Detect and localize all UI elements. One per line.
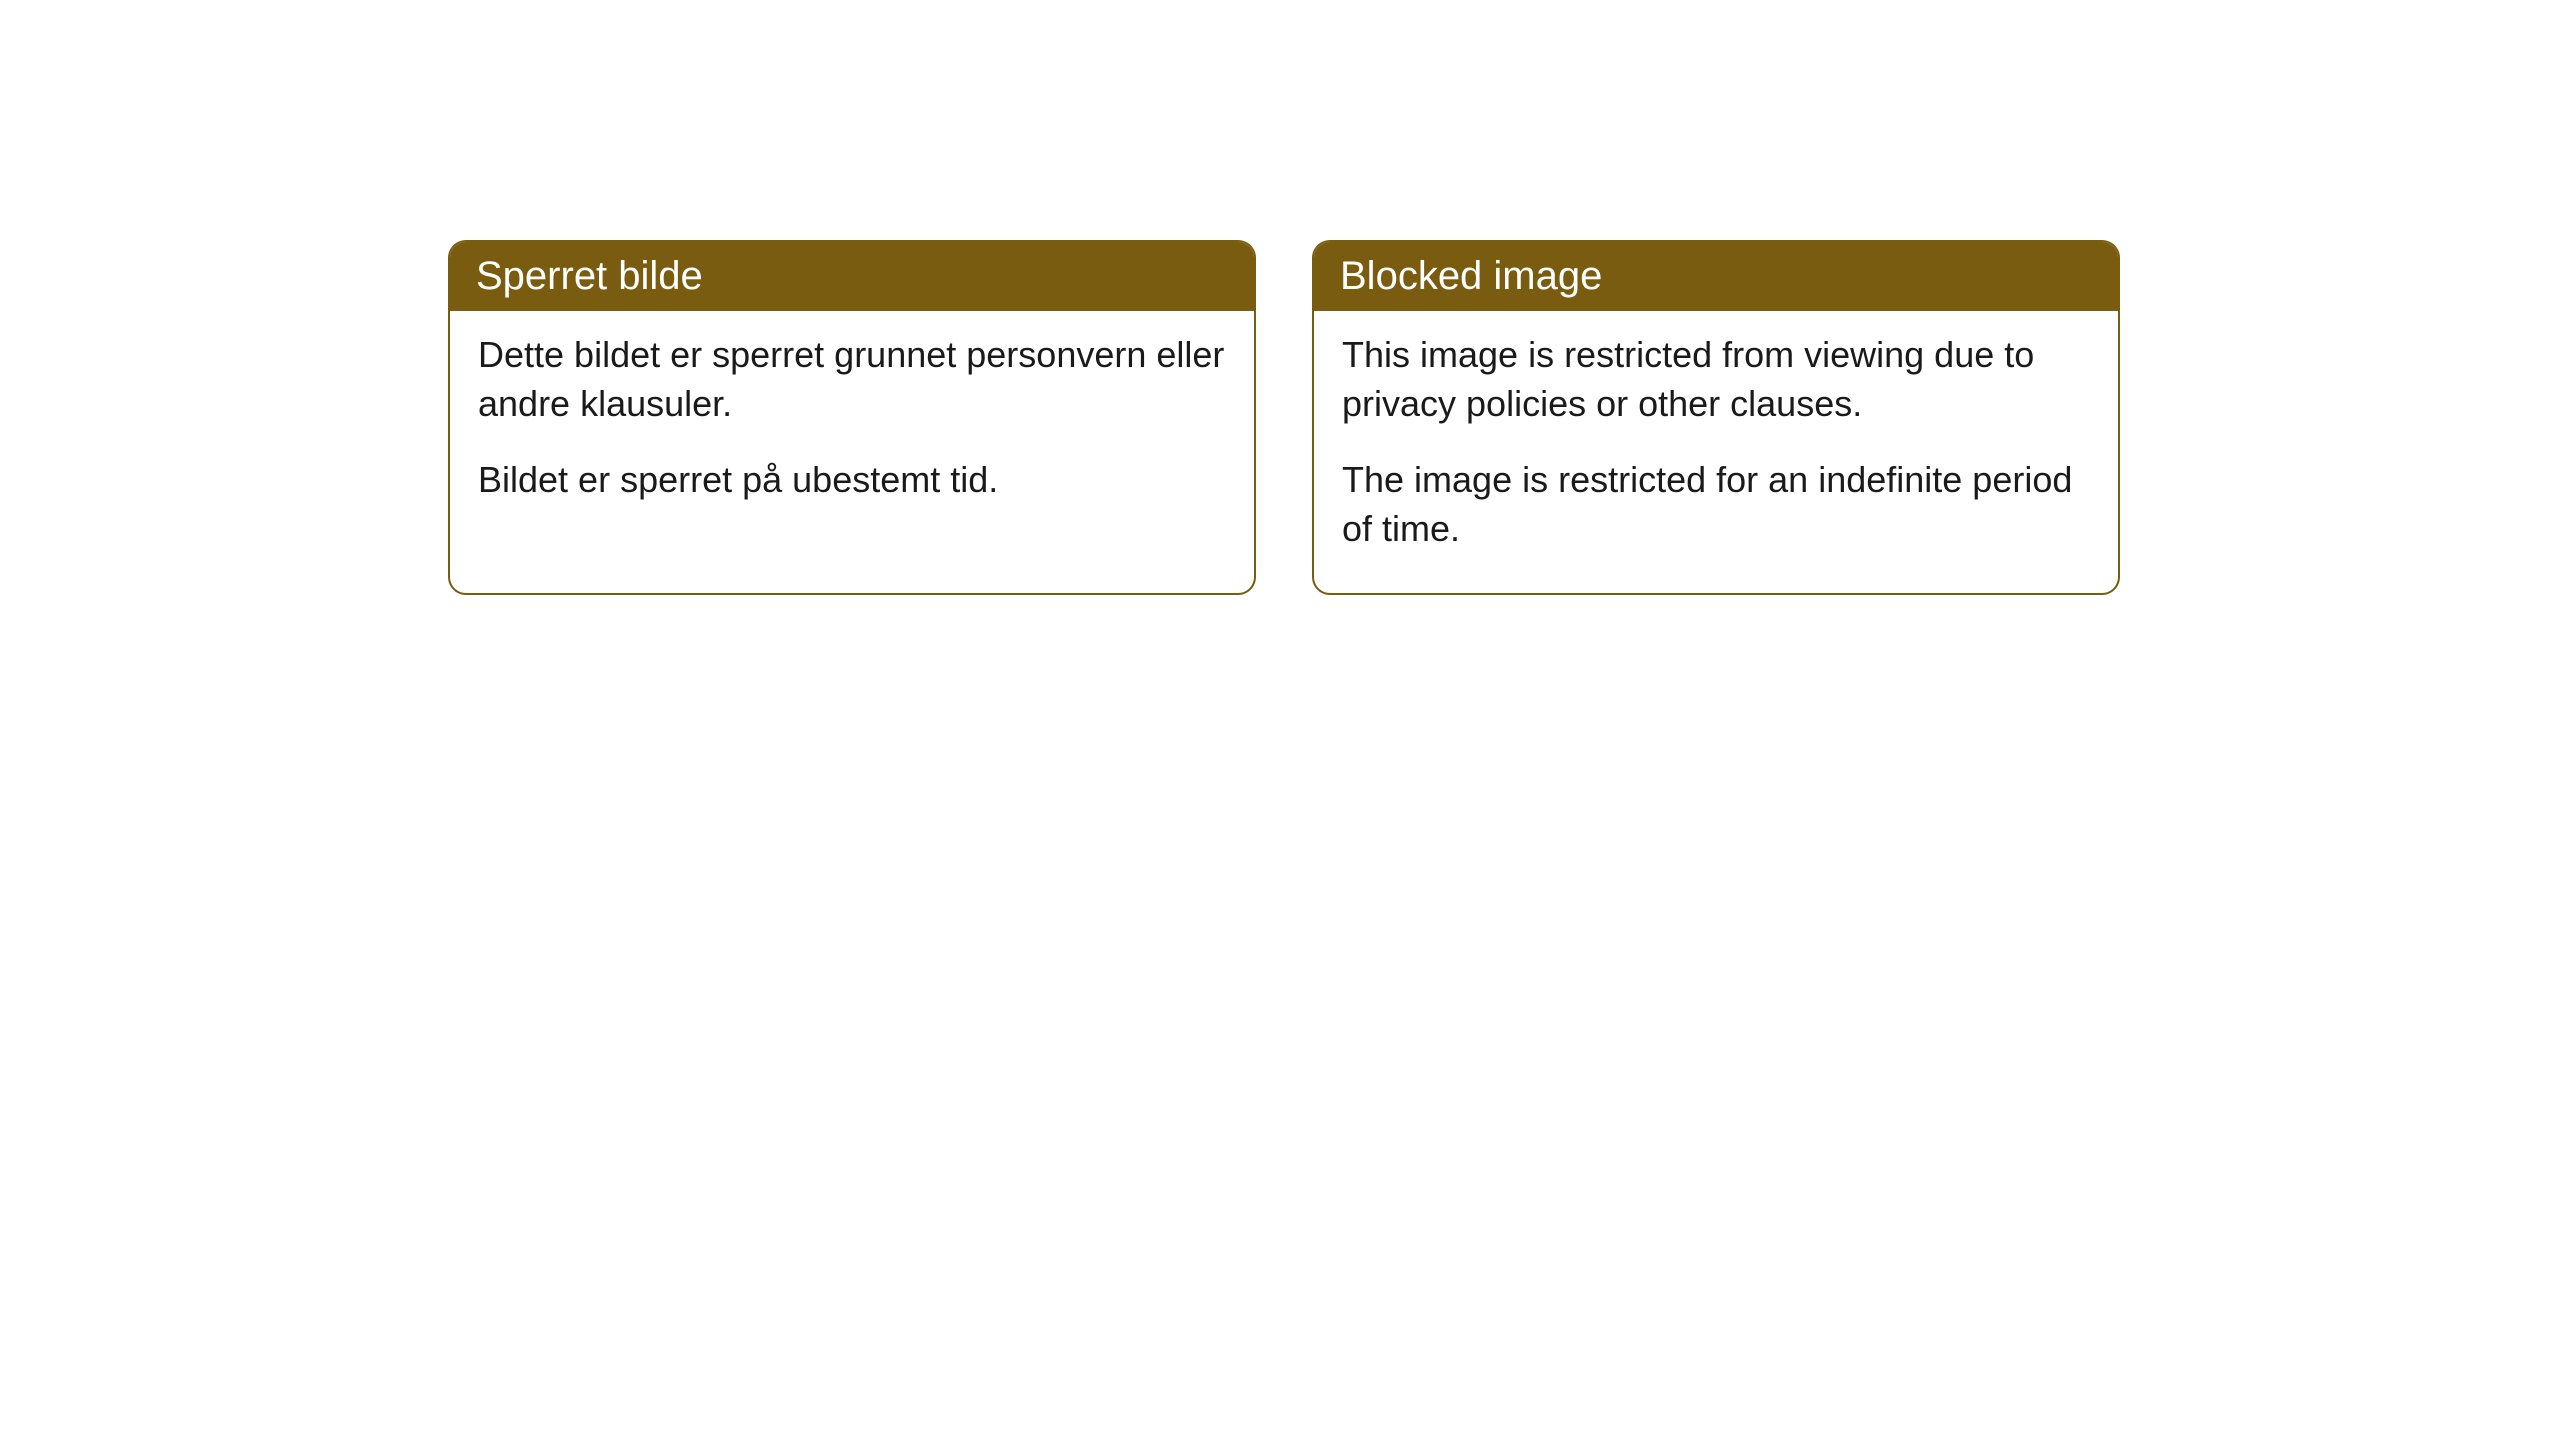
notice-paragraph-1: Dette bildet er sperret grunnet personve… xyxy=(478,331,1226,428)
notice-container: Sperret bilde Dette bildet er sperret gr… xyxy=(0,0,2560,595)
notice-card-norwegian: Sperret bilde Dette bildet er sperret gr… xyxy=(448,240,1256,595)
notice-paragraph-2: The image is restricted for an indefinit… xyxy=(1342,456,2090,553)
notice-paragraph-2: Bildet er sperret på ubestemt tid. xyxy=(478,456,1226,505)
notice-body: This image is restricted from viewing du… xyxy=(1314,311,2118,593)
notice-body: Dette bildet er sperret grunnet personve… xyxy=(450,311,1254,545)
notice-header: Blocked image xyxy=(1314,242,2118,311)
notice-card-english: Blocked image This image is restricted f… xyxy=(1312,240,2120,595)
notice-header: Sperret bilde xyxy=(450,242,1254,311)
notice-paragraph-1: This image is restricted from viewing du… xyxy=(1342,331,2090,428)
